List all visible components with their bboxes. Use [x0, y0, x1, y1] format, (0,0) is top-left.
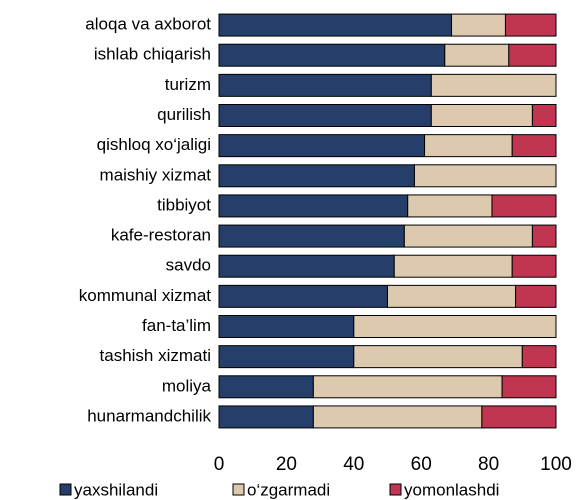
bar-segment	[218, 375, 314, 399]
y-tick-label: kommunal xizmat	[79, 286, 212, 305]
legend-label: o‘zgarmadi	[247, 480, 330, 499]
y-tick-label: hunarmandchilik	[87, 406, 211, 425]
bar-segment	[501, 375, 557, 399]
y-tick-label: turizm	[165, 75, 211, 94]
bar-segment	[218, 254, 395, 278]
y-tick-label: fan-ta’lim	[142, 316, 211, 335]
bar-segment	[403, 224, 533, 248]
bar-segment	[515, 284, 557, 308]
bar-segment	[407, 194, 493, 218]
x-tick-label: 60	[411, 454, 432, 475]
bar-segment	[511, 134, 557, 158]
bar-segment	[511, 254, 557, 278]
bar-segment	[521, 345, 557, 369]
y-tick-label: kafe-restoran	[111, 226, 211, 245]
bar-segment	[218, 224, 405, 248]
y-tick-label: tibbiyot	[157, 195, 211, 214]
bar-segment	[531, 224, 557, 248]
bar-segment	[504, 13, 557, 37]
y-tick-label: ishlab chiqarish	[94, 45, 211, 64]
y-tick-label: savdo	[166, 256, 211, 275]
bar-segment	[451, 13, 506, 37]
bar-segment	[218, 194, 409, 218]
bar-segment	[218, 13, 453, 37]
y-tick-label: qurilish	[157, 105, 211, 124]
bar-segment	[531, 104, 557, 127]
bar-segment	[218, 164, 415, 188]
bar-segment	[481, 405, 557, 429]
bar-segment	[424, 134, 513, 158]
bar-segment	[218, 405, 314, 429]
x-tick-label: 100	[540, 454, 572, 475]
x-tick-label: 20	[276, 454, 297, 475]
bar-segment	[387, 284, 517, 308]
bar-segment	[413, 164, 557, 188]
legend-swatch	[59, 483, 72, 496]
bar-segment	[218, 315, 355, 338]
legend-swatch	[389, 483, 402, 496]
bar-segment	[218, 43, 446, 67]
bar-segment	[444, 43, 510, 67]
legend-swatch	[232, 483, 245, 496]
bar-segment	[218, 104, 432, 127]
x-tick-label: 40	[343, 454, 364, 475]
bar-segment	[312, 375, 503, 399]
y-tick-label: moliya	[162, 376, 212, 395]
y-tick-label: qishloq xo‘jaligi	[97, 135, 211, 154]
x-tick-label: 80	[478, 454, 499, 475]
bar-segment	[218, 134, 426, 158]
legend-label: yomonlashdi	[404, 480, 499, 499]
bar-segment	[353, 345, 523, 369]
bar-segment	[491, 194, 557, 218]
bar-segment	[430, 104, 533, 127]
bar-segment	[508, 43, 557, 67]
x-tick-label: 0	[214, 454, 225, 475]
bar-segment	[393, 254, 513, 278]
bar-segment	[312, 405, 483, 429]
bar-segment	[218, 284, 388, 308]
y-tick-label: tashish xizmati	[100, 346, 211, 365]
y-tick-label: maishiy xizmat	[100, 165, 212, 184]
bar-segment	[353, 315, 557, 338]
bar-segment	[218, 345, 355, 369]
bar-segment	[218, 73, 432, 97]
y-tick-label: aloqa va axborot	[85, 15, 211, 34]
legend-label: yaxshilandi	[74, 480, 158, 499]
bar-segment	[430, 73, 557, 97]
